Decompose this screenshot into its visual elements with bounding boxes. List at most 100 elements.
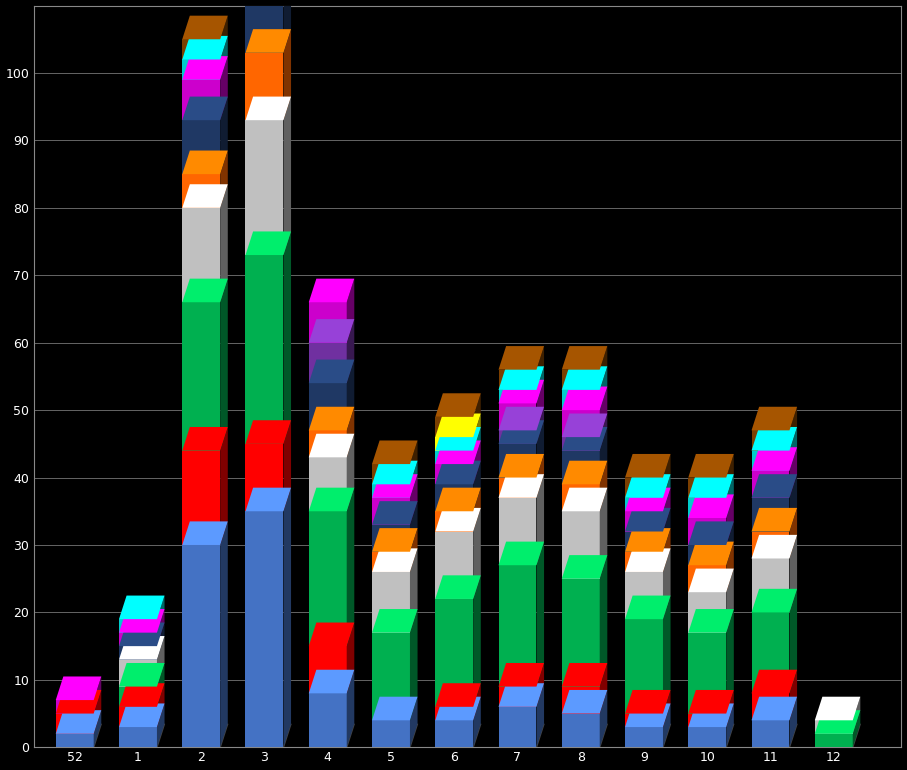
Bar <box>435 484 473 511</box>
Bar <box>372 464 410 484</box>
Polygon shape <box>410 460 417 497</box>
Polygon shape <box>727 454 734 497</box>
Polygon shape <box>93 677 102 714</box>
Polygon shape <box>182 184 228 208</box>
Bar <box>372 484 410 497</box>
Polygon shape <box>372 440 417 464</box>
Bar <box>308 511 346 646</box>
Polygon shape <box>727 494 734 545</box>
Polygon shape <box>346 487 355 646</box>
Polygon shape <box>727 474 734 518</box>
Bar <box>119 707 157 727</box>
Polygon shape <box>536 346 544 390</box>
Polygon shape <box>182 521 228 545</box>
Polygon shape <box>93 724 102 747</box>
Polygon shape <box>182 96 228 120</box>
Polygon shape <box>536 724 544 747</box>
Polygon shape <box>157 595 164 633</box>
Polygon shape <box>814 710 861 734</box>
Bar <box>182 59 220 80</box>
Bar <box>752 531 789 558</box>
Bar <box>625 572 663 619</box>
Polygon shape <box>410 609 417 720</box>
Polygon shape <box>55 690 102 714</box>
Polygon shape <box>663 690 670 727</box>
Polygon shape <box>853 710 861 747</box>
Polygon shape <box>346 319 355 383</box>
Polygon shape <box>372 474 417 497</box>
Bar <box>308 693 346 747</box>
Polygon shape <box>435 575 481 599</box>
Polygon shape <box>600 690 608 747</box>
Bar <box>625 619 663 714</box>
Polygon shape <box>435 413 481 437</box>
Bar <box>752 430 789 450</box>
Bar <box>499 565 536 687</box>
Polygon shape <box>473 508 481 599</box>
Polygon shape <box>182 427 228 450</box>
Polygon shape <box>536 380 544 430</box>
Polygon shape <box>220 36 228 80</box>
Polygon shape <box>625 474 670 497</box>
Polygon shape <box>688 568 734 592</box>
Polygon shape <box>346 622 355 693</box>
Bar <box>435 450 473 464</box>
Polygon shape <box>372 501 417 525</box>
Polygon shape <box>473 440 481 484</box>
Bar <box>561 511 600 579</box>
Bar <box>688 518 727 545</box>
Polygon shape <box>284 0 291 53</box>
Bar <box>372 572 410 633</box>
Polygon shape <box>663 474 670 511</box>
Bar <box>752 450 789 470</box>
Polygon shape <box>625 595 670 619</box>
Bar <box>688 727 727 747</box>
Polygon shape <box>536 420 544 477</box>
Polygon shape <box>688 521 734 545</box>
Polygon shape <box>157 724 164 747</box>
Polygon shape <box>499 454 544 477</box>
Polygon shape <box>473 575 481 707</box>
Polygon shape <box>600 555 608 687</box>
Polygon shape <box>246 487 291 511</box>
Bar <box>182 120 220 174</box>
Polygon shape <box>752 474 797 497</box>
Polygon shape <box>688 609 734 633</box>
Polygon shape <box>346 360 355 430</box>
Bar <box>182 174 220 208</box>
Bar <box>688 565 727 592</box>
Polygon shape <box>410 548 417 633</box>
Bar <box>435 437 473 450</box>
Polygon shape <box>663 548 670 619</box>
Bar <box>435 417 473 437</box>
Polygon shape <box>600 663 608 714</box>
Bar <box>182 450 220 545</box>
Bar <box>561 370 600 390</box>
Bar <box>499 444 536 477</box>
Bar <box>688 545 727 565</box>
Bar <box>372 525 410 552</box>
Polygon shape <box>55 677 102 700</box>
Bar <box>499 707 536 747</box>
Bar <box>499 430 536 444</box>
Polygon shape <box>536 663 544 707</box>
Polygon shape <box>220 521 228 747</box>
Bar <box>308 646 346 693</box>
Bar <box>752 693 789 720</box>
Polygon shape <box>284 29 291 120</box>
Polygon shape <box>308 407 355 430</box>
Bar <box>246 255 284 444</box>
Polygon shape <box>473 393 481 437</box>
Bar <box>561 484 600 511</box>
Bar <box>625 477 663 497</box>
Polygon shape <box>119 636 164 660</box>
Polygon shape <box>789 589 797 693</box>
Bar <box>625 497 663 511</box>
Bar <box>625 552 663 572</box>
Polygon shape <box>536 407 544 444</box>
Polygon shape <box>157 683 164 727</box>
Polygon shape <box>625 548 670 572</box>
Polygon shape <box>119 683 164 707</box>
Polygon shape <box>561 460 608 484</box>
Bar <box>625 714 663 727</box>
